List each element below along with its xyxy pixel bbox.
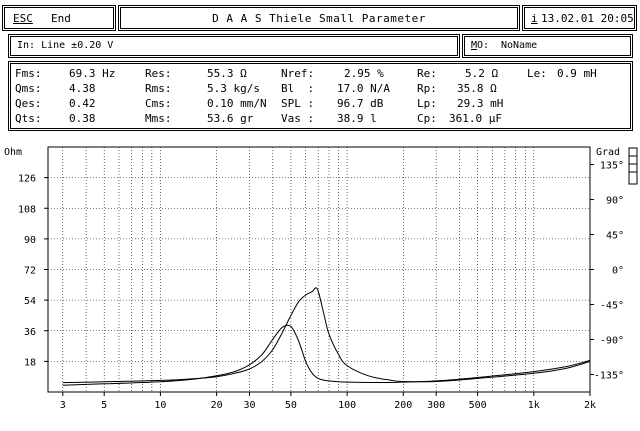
y-right-tick-label: 90° (606, 196, 624, 207)
param-value-cp: 361.0 µF (449, 112, 502, 125)
y-right-tick-label: -135° (594, 371, 624, 382)
input-settings[interactable]: In: Line ±0.20 V (8, 34, 460, 58)
param-value-qes: 0.42 (69, 97, 96, 110)
title-bar: D A A S Thiele Small Parameter (118, 5, 520, 31)
x-tick-label: 5 (101, 400, 107, 411)
param-value-rms: 5.3 kg/s (207, 82, 260, 95)
param-value-spl: 96.7 dB (337, 97, 384, 110)
param-value-qms: 4.38 (69, 82, 96, 95)
x-tick-label: 20 (211, 400, 223, 411)
param-value-qts: 0.38 (69, 112, 96, 125)
y-right-tick-label: 135° (600, 161, 624, 172)
x-tick-label: 2k (584, 400, 596, 411)
param-label-spl: SPL : (281, 97, 315, 110)
param-label-mms: Mms: (145, 112, 172, 125)
param-label-qes: Qes: (15, 97, 42, 110)
end-label: End (51, 12, 71, 25)
param-label-qms: Qms: (15, 82, 42, 95)
param-value-lp: 29.3 mH (457, 97, 504, 110)
y-left-tick-label: 126 (18, 174, 36, 185)
param-value-vas: 38.9 l (337, 112, 377, 125)
param-value-bl: 17.0 N/A (337, 82, 390, 95)
param-label-cp: Cp: (417, 112, 437, 125)
param-value-mms: 53.6 gr (207, 112, 254, 125)
y-right-tick-label: -90° (600, 336, 624, 347)
param-label-fms: Fms: (15, 67, 42, 80)
x-tick-label: 500 (469, 400, 487, 411)
param-label-bl: Bl : (281, 82, 315, 95)
param-label-re: Re: (417, 67, 437, 80)
y-left-tick-label: 36 (24, 327, 36, 338)
y-right-tick-label: 0° (612, 266, 624, 277)
series-line-2 (62, 324, 591, 386)
info-date-button[interactable]: i 13.02.01 20:05 (522, 5, 637, 31)
info-key-label: i (531, 12, 538, 25)
param-value-le: 0.9 mH (557, 67, 597, 80)
left-axis-unit: Ohm (4, 147, 22, 158)
y-left-tick-label: 54 (24, 296, 36, 307)
y-right-tick-label: -45° (600, 301, 624, 312)
x-tick-label: 3 (60, 400, 66, 411)
x-tick-label: 50 (285, 400, 297, 411)
x-tick-label: 1k (528, 400, 540, 411)
axis-ticks: 3 5 10 20 30 50 100 200 300 500 1k 2k 18 36 54 72 90 108 1… (18, 161, 624, 412)
param-label-nref: Nref: (281, 67, 315, 80)
model-key-label: MO: (471, 40, 490, 51)
param-value-nref: 2.95 % (344, 67, 384, 80)
param-label-res: Res: (145, 67, 172, 80)
chart-scroll-icon[interactable] (628, 147, 638, 185)
param-label-rms: Rms: (145, 82, 172, 95)
x-tick-label: 100 (338, 400, 356, 411)
y-right-tick-label: 45° (606, 231, 624, 242)
param-value-res: 55.3 Ω (207, 67, 247, 80)
param-value-rp: 35.8 Ω (457, 82, 497, 95)
param-label-lp: Lp: (417, 97, 437, 110)
input-level: In: Line ±0.20 V (17, 40, 114, 51)
x-tick-label: 200 (394, 400, 412, 411)
param-value-fms: 69.3 Hz (69, 67, 116, 80)
y-left-tick-label: 72 (24, 266, 36, 277)
series-line-1 (62, 287, 591, 384)
x-tick-label: 30 (243, 400, 255, 411)
parameters-panel: Fms: 69.3 Hz Res: 55.3 Ω Nref: 2.95 % Re… (8, 61, 633, 131)
y-left-tick-label: 108 (18, 204, 36, 215)
x-tick-label: 300 (427, 400, 445, 411)
model-name: NoName (501, 40, 538, 51)
y-left-tick-label: 90 (24, 235, 36, 246)
x-tick-label: 10 (154, 400, 166, 411)
esc-key-label: ESC (13, 12, 33, 25)
impedance-chart: Ohm Grad 3 5 10 20 30 50 100 200 300 500 1k 2k 18 36 5… (4, 146, 638, 412)
date-time: 13.02.01 20:05 (541, 12, 634, 25)
y-left-tick-label: 18 (24, 357, 36, 368)
param-value-cms: 0.10 mm/N (207, 97, 267, 110)
param-label-rp: Rp: (417, 82, 437, 95)
param-label-le: Le: (527, 67, 547, 80)
end-button[interactable]: ESC End (2, 5, 116, 31)
chart-grid (48, 147, 591, 392)
param-label-qts: Qts: (15, 112, 42, 125)
param-label-cms: Cms: (145, 97, 172, 110)
param-label-vas: Vas : (281, 112, 315, 125)
chart-series (62, 287, 591, 386)
right-axis-unit: Grad (596, 147, 620, 158)
param-value-re: 5.2 Ω (465, 67, 499, 80)
model-selector[interactable]: MO: NoName (462, 34, 633, 58)
app-title: D A A S Thiele Small Parameter (212, 12, 426, 25)
